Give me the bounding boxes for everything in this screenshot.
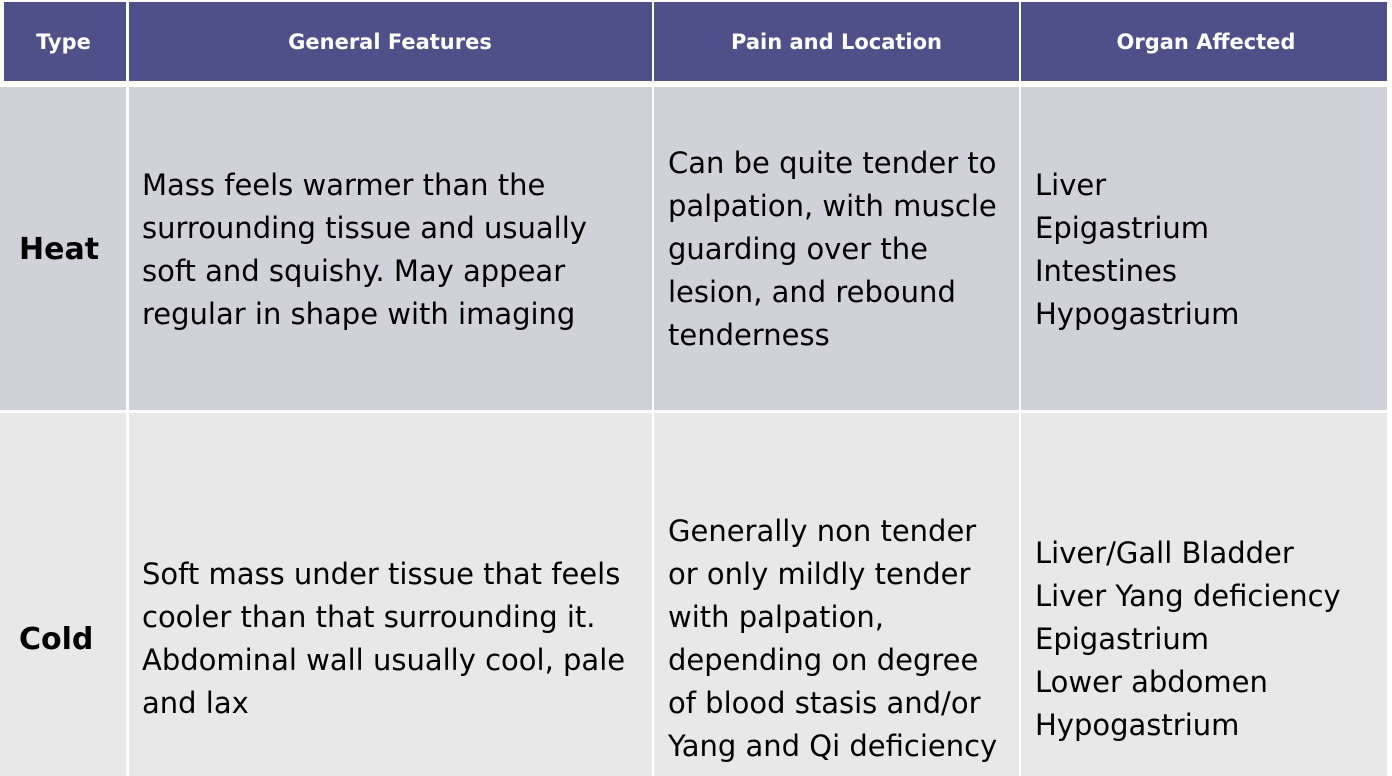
column-divider-2 — [652, 0, 654, 776]
column-divider-1 — [126, 0, 129, 776]
column-divider-3 — [1019, 0, 1021, 776]
row-heat-type: Heat — [0, 87, 127, 412]
row-heat-organ-affected: Liver Epigastrium Intestines Hypogastriu… — [1020, 87, 1392, 412]
row-cold-general-features: Soft mass under tissue that feels cooler… — [127, 412, 653, 776]
row-cold-type: Cold — [0, 412, 127, 776]
row-cold-pain-and-location: Generally non tender or only mildly tend… — [653, 412, 1020, 776]
table-border-right — [1387, 0, 1392, 776]
row-divider — [0, 410, 1392, 413]
header-divider — [0, 81, 1392, 87]
header-general-features: General Features — [127, 0, 653, 83]
row-cold-organ-affected: Liver/Gall Bladder Liver Yang deficiency… — [1020, 412, 1392, 776]
header-organ-affected: Organ Affected — [1020, 0, 1392, 83]
table-border-top — [0, 0, 1392, 2]
table-border-left — [0, 0, 4, 83]
header-type: Type — [0, 0, 127, 83]
header-pain-and-location: Pain and Location — [653, 0, 1020, 83]
row-heat-general-features: Mass feels warmer than the surrounding t… — [127, 87, 653, 412]
row-heat-pain-and-location: Can be quite tender to palpation, with m… — [653, 87, 1020, 412]
